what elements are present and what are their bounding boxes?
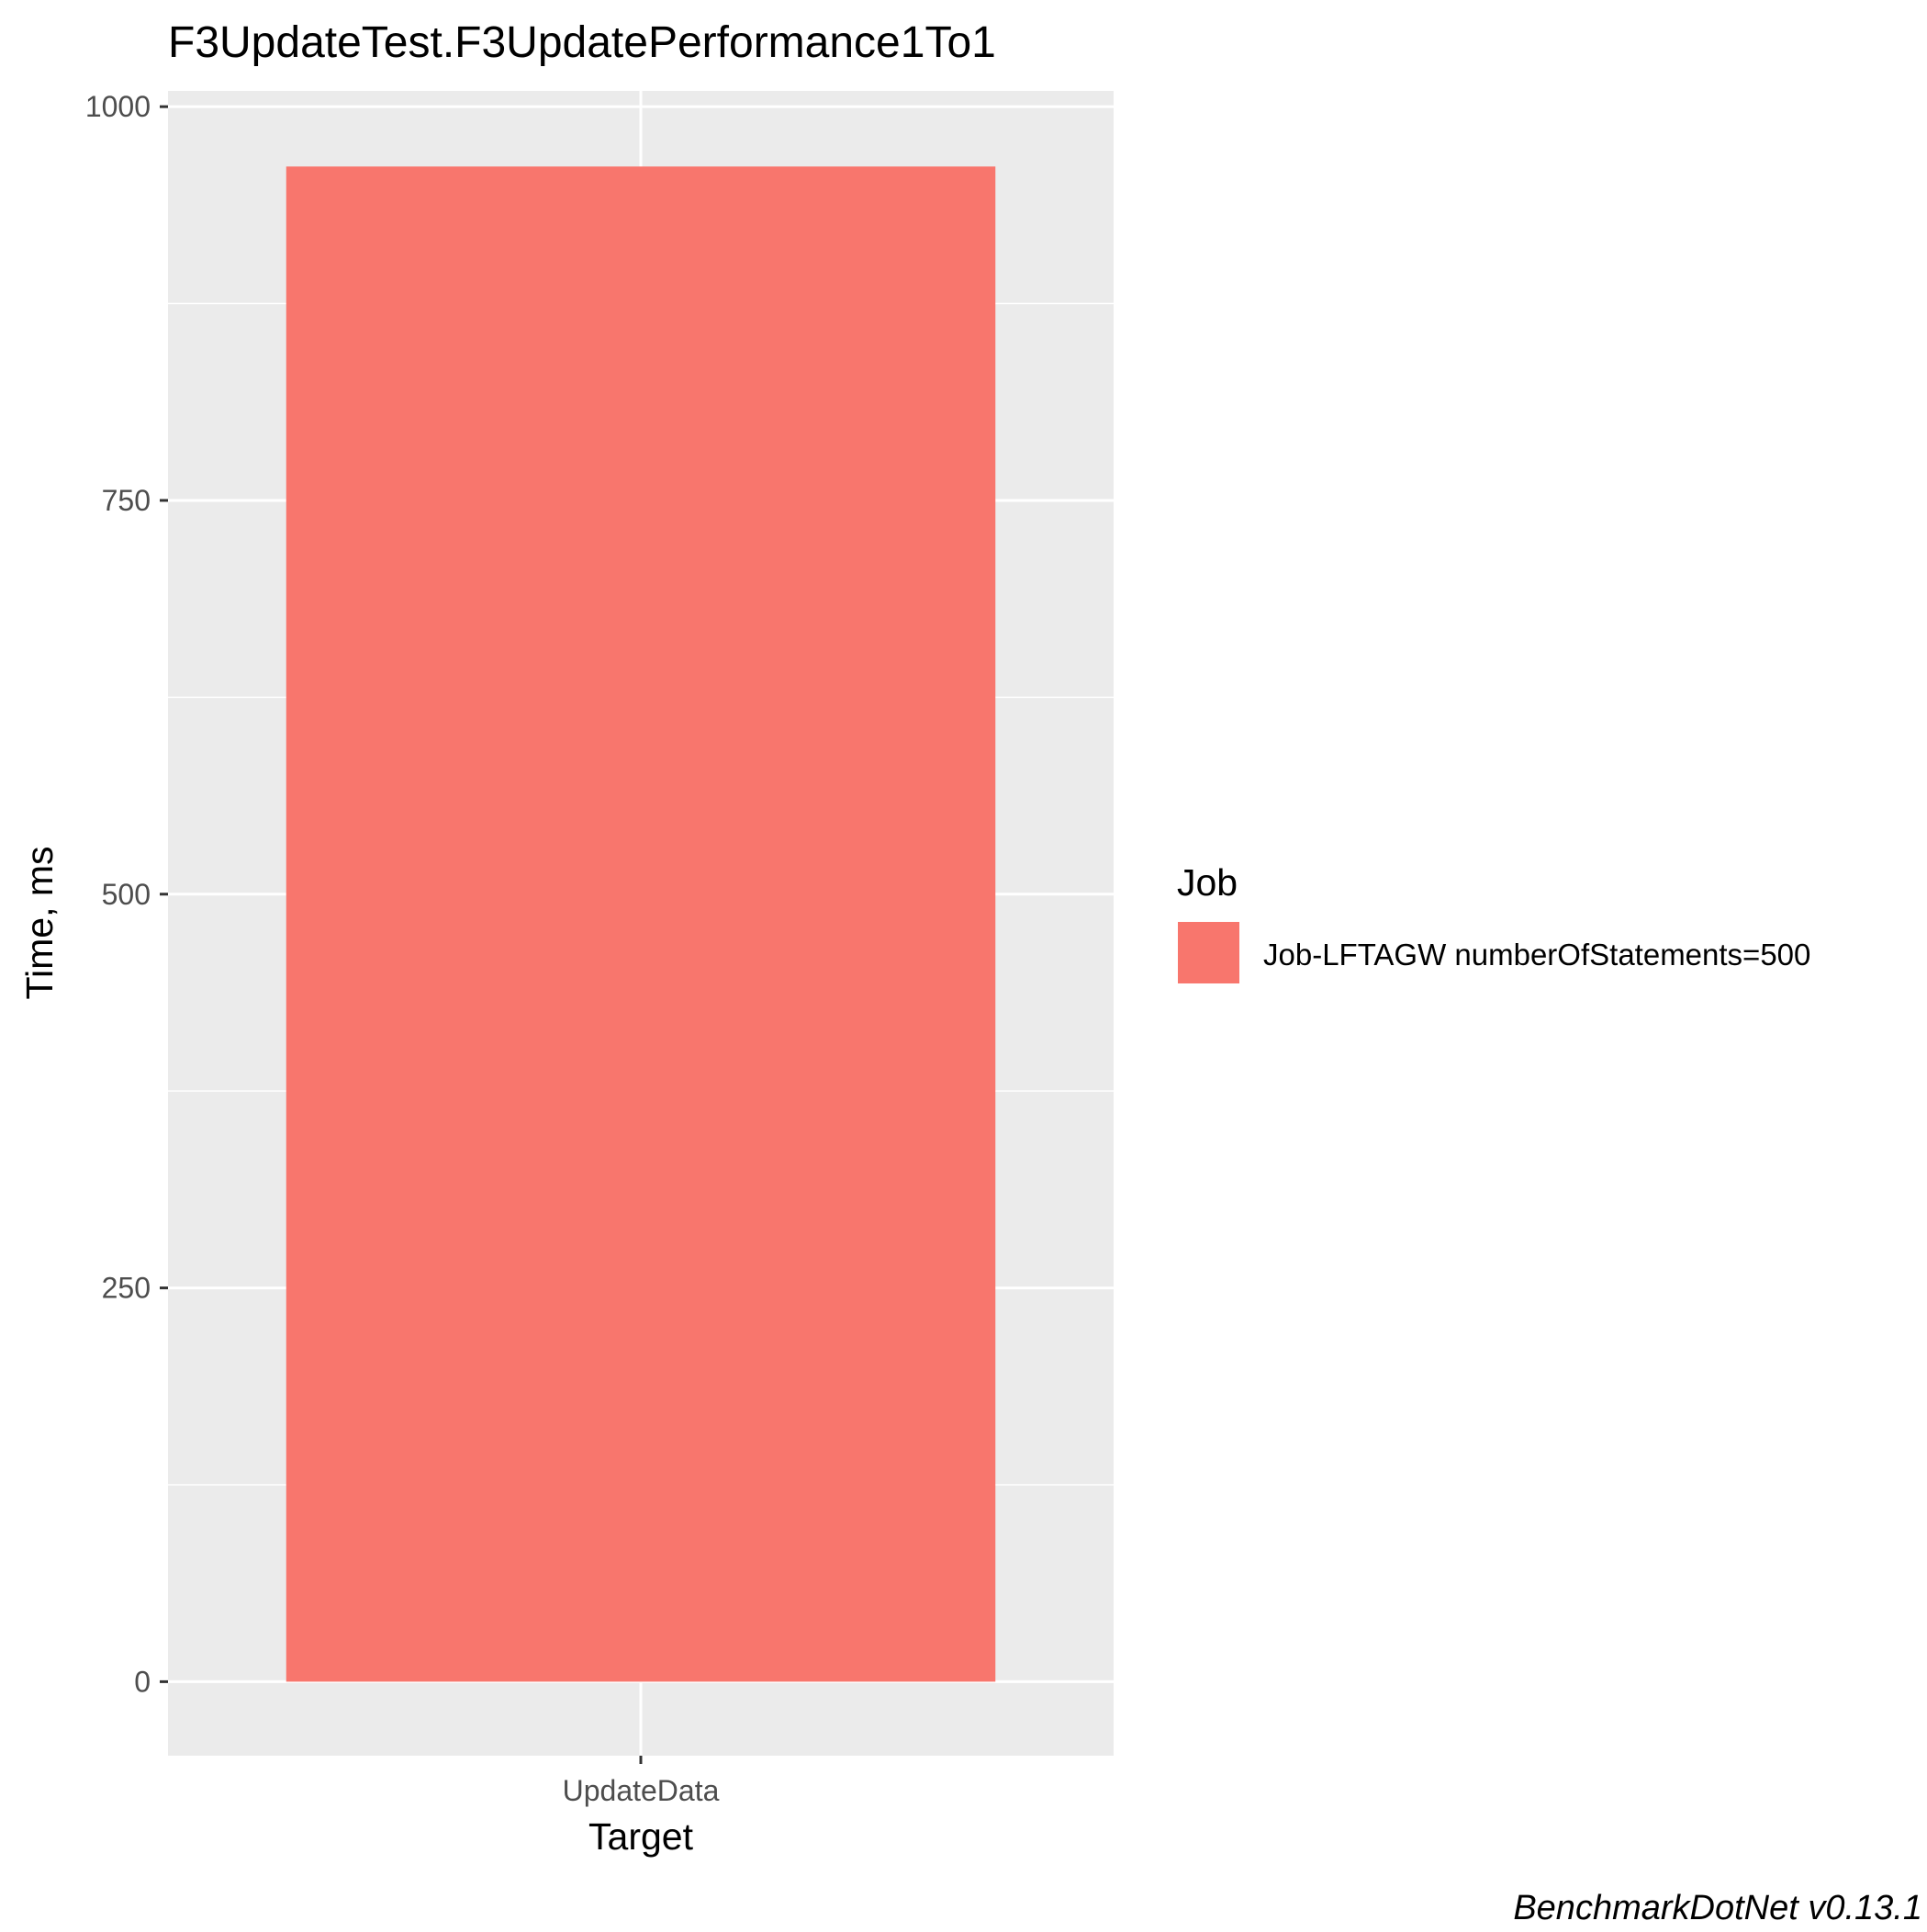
- y-tick-label: 0: [134, 1665, 151, 1698]
- legend-label: Job-LFTAGW numberOfStatements=500: [1263, 938, 1810, 972]
- x-axis-title: Target: [588, 1815, 694, 1858]
- chart-title: F3UpdateTest.F3UpdatePerformance1To1: [168, 18, 996, 67]
- y-tick-label: 250: [102, 1272, 151, 1305]
- legend-key-swatch: [1178, 922, 1239, 983]
- y-axis-title: Time, ms: [18, 846, 61, 999]
- legend-title: Job: [1177, 861, 1238, 904]
- bars: [286, 166, 996, 1682]
- caption: BenchmarkDotNet v0.13.1: [1513, 1889, 1922, 1927]
- legend: Job Job-LFTAGW numberOfStatements=500: [1177, 861, 1810, 983]
- x-tick-label: UpdateData: [563, 1774, 720, 1807]
- bar: [286, 166, 996, 1682]
- y-tick-label: 1000: [85, 90, 151, 123]
- y-tick-label: 500: [102, 878, 151, 911]
- y-tick-label: 750: [102, 484, 151, 517]
- axes: 0 250 500 750 1000 UpdateData: [85, 90, 720, 1807]
